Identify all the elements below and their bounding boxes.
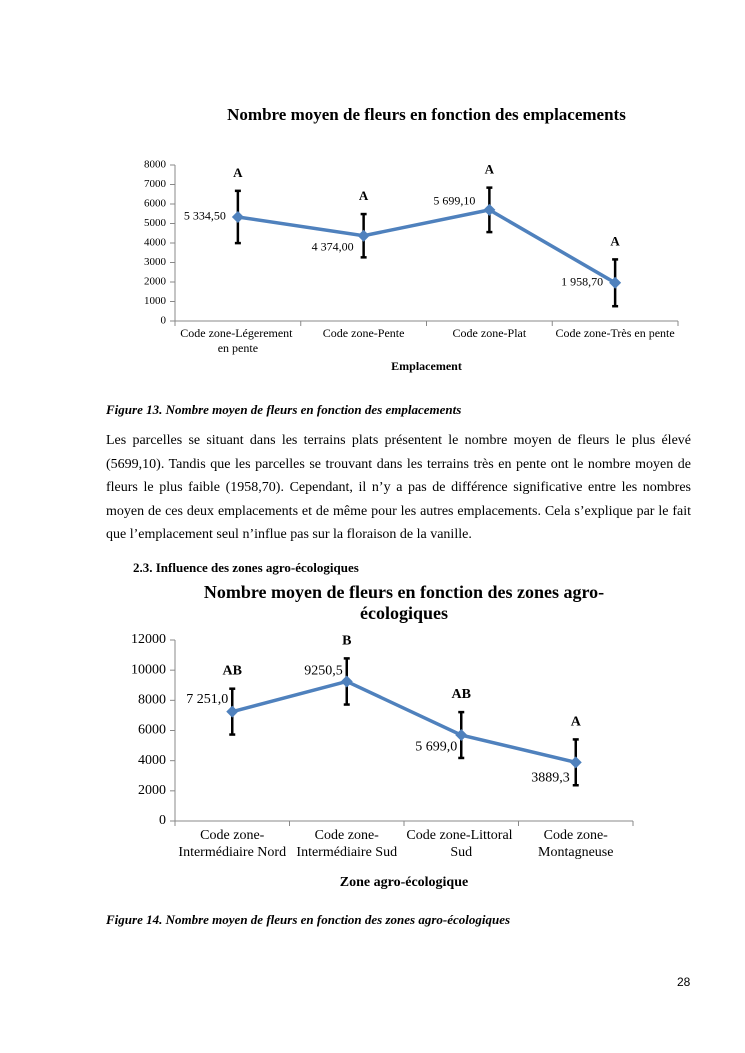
y-tick-label: 1000: [144, 295, 167, 307]
figure-caption: Figure 14. Nombre moyen de fleurs en fon…: [106, 912, 511, 927]
x-tick-label: Code zone-Légerement en pente: [180, 326, 295, 355]
y-tick-label: 6000: [144, 198, 167, 210]
y-tick-label: 0: [161, 315, 167, 327]
y-tick-label: 7000: [144, 178, 167, 190]
x-tick-label: Code zone-Montagneuse: [538, 828, 613, 860]
section-heading: 2.3. Influence des zones agro-écologique…: [133, 560, 359, 575]
y-tick-label: 4000: [144, 237, 167, 249]
y-tick-label: 5000: [144, 217, 167, 229]
x-tick-label: Code zone-Intermédiaire Sud: [296, 828, 397, 860]
data-point: [569, 756, 582, 769]
data-label: 5 334,50: [184, 209, 226, 223]
significance-label: A: [485, 162, 495, 177]
chart-title: Nombre moyen de fleurs en fonction des e…: [227, 105, 626, 124]
significance-label: B: [342, 633, 351, 648]
figure-caption: Figure 13. Nombre moyen de fleurs en fon…: [106, 402, 462, 417]
data-point: [609, 276, 622, 289]
y-tick-label: 2000: [144, 276, 167, 288]
significance-label: AB: [452, 687, 471, 702]
data-point: [340, 675, 353, 688]
data-label: 9250,5: [304, 664, 343, 679]
x-axis-title: Emplacement: [391, 359, 462, 373]
data-point: [357, 229, 370, 242]
y-tick-label: 6000: [138, 723, 166, 738]
data-label: 4 374,00: [312, 239, 354, 253]
significance-label: AB: [223, 664, 242, 679]
significance-label: A: [610, 233, 620, 248]
chart-title: Nombre moyen de fleurs en fonction des z…: [204, 582, 604, 623]
y-tick-label: 2000: [138, 783, 166, 798]
data-line: [231, 679, 577, 765]
data-point: [231, 210, 244, 223]
significance-label: A: [233, 165, 243, 180]
y-tick-label: 8000: [138, 693, 166, 708]
data-label: 1 958,70: [561, 275, 603, 289]
data-label: 5 699,10: [433, 194, 475, 208]
y-tick-label: 12000: [131, 632, 166, 647]
y-tick-label: 3000: [144, 256, 167, 268]
y-tick-label: 4000: [138, 753, 166, 768]
paragraph: Les parcelles se situant dans les terrai…: [106, 433, 691, 542]
x-tick-label: Code zone-Pente: [323, 326, 405, 340]
x-tick-label: Code zone-Plat: [453, 326, 527, 340]
y-tick-label: 10000: [131, 662, 166, 677]
significance-label: A: [571, 714, 582, 729]
data-point: [226, 705, 239, 718]
data-line: [237, 208, 617, 285]
page-number: 28: [677, 975, 691, 989]
x-tick-label: Code zone-Très en pente: [556, 326, 675, 340]
x-axis-title: Zone agro-écologique: [340, 875, 468, 890]
significance-label: A: [359, 188, 369, 203]
data-point: [483, 203, 496, 216]
data-label: 5 699,0: [415, 739, 457, 754]
data-label: 3889,3: [531, 771, 570, 786]
y-tick-label: 0: [159, 813, 166, 828]
data-point: [455, 729, 468, 742]
data-label: 7 251,0: [186, 692, 228, 707]
y-tick-label: 8000: [144, 159, 167, 171]
x-tick-label: Code zone-Intermédiaire Nord: [178, 828, 286, 860]
x-tick-label: Code zone-Littoral Sud: [406, 828, 516, 860]
